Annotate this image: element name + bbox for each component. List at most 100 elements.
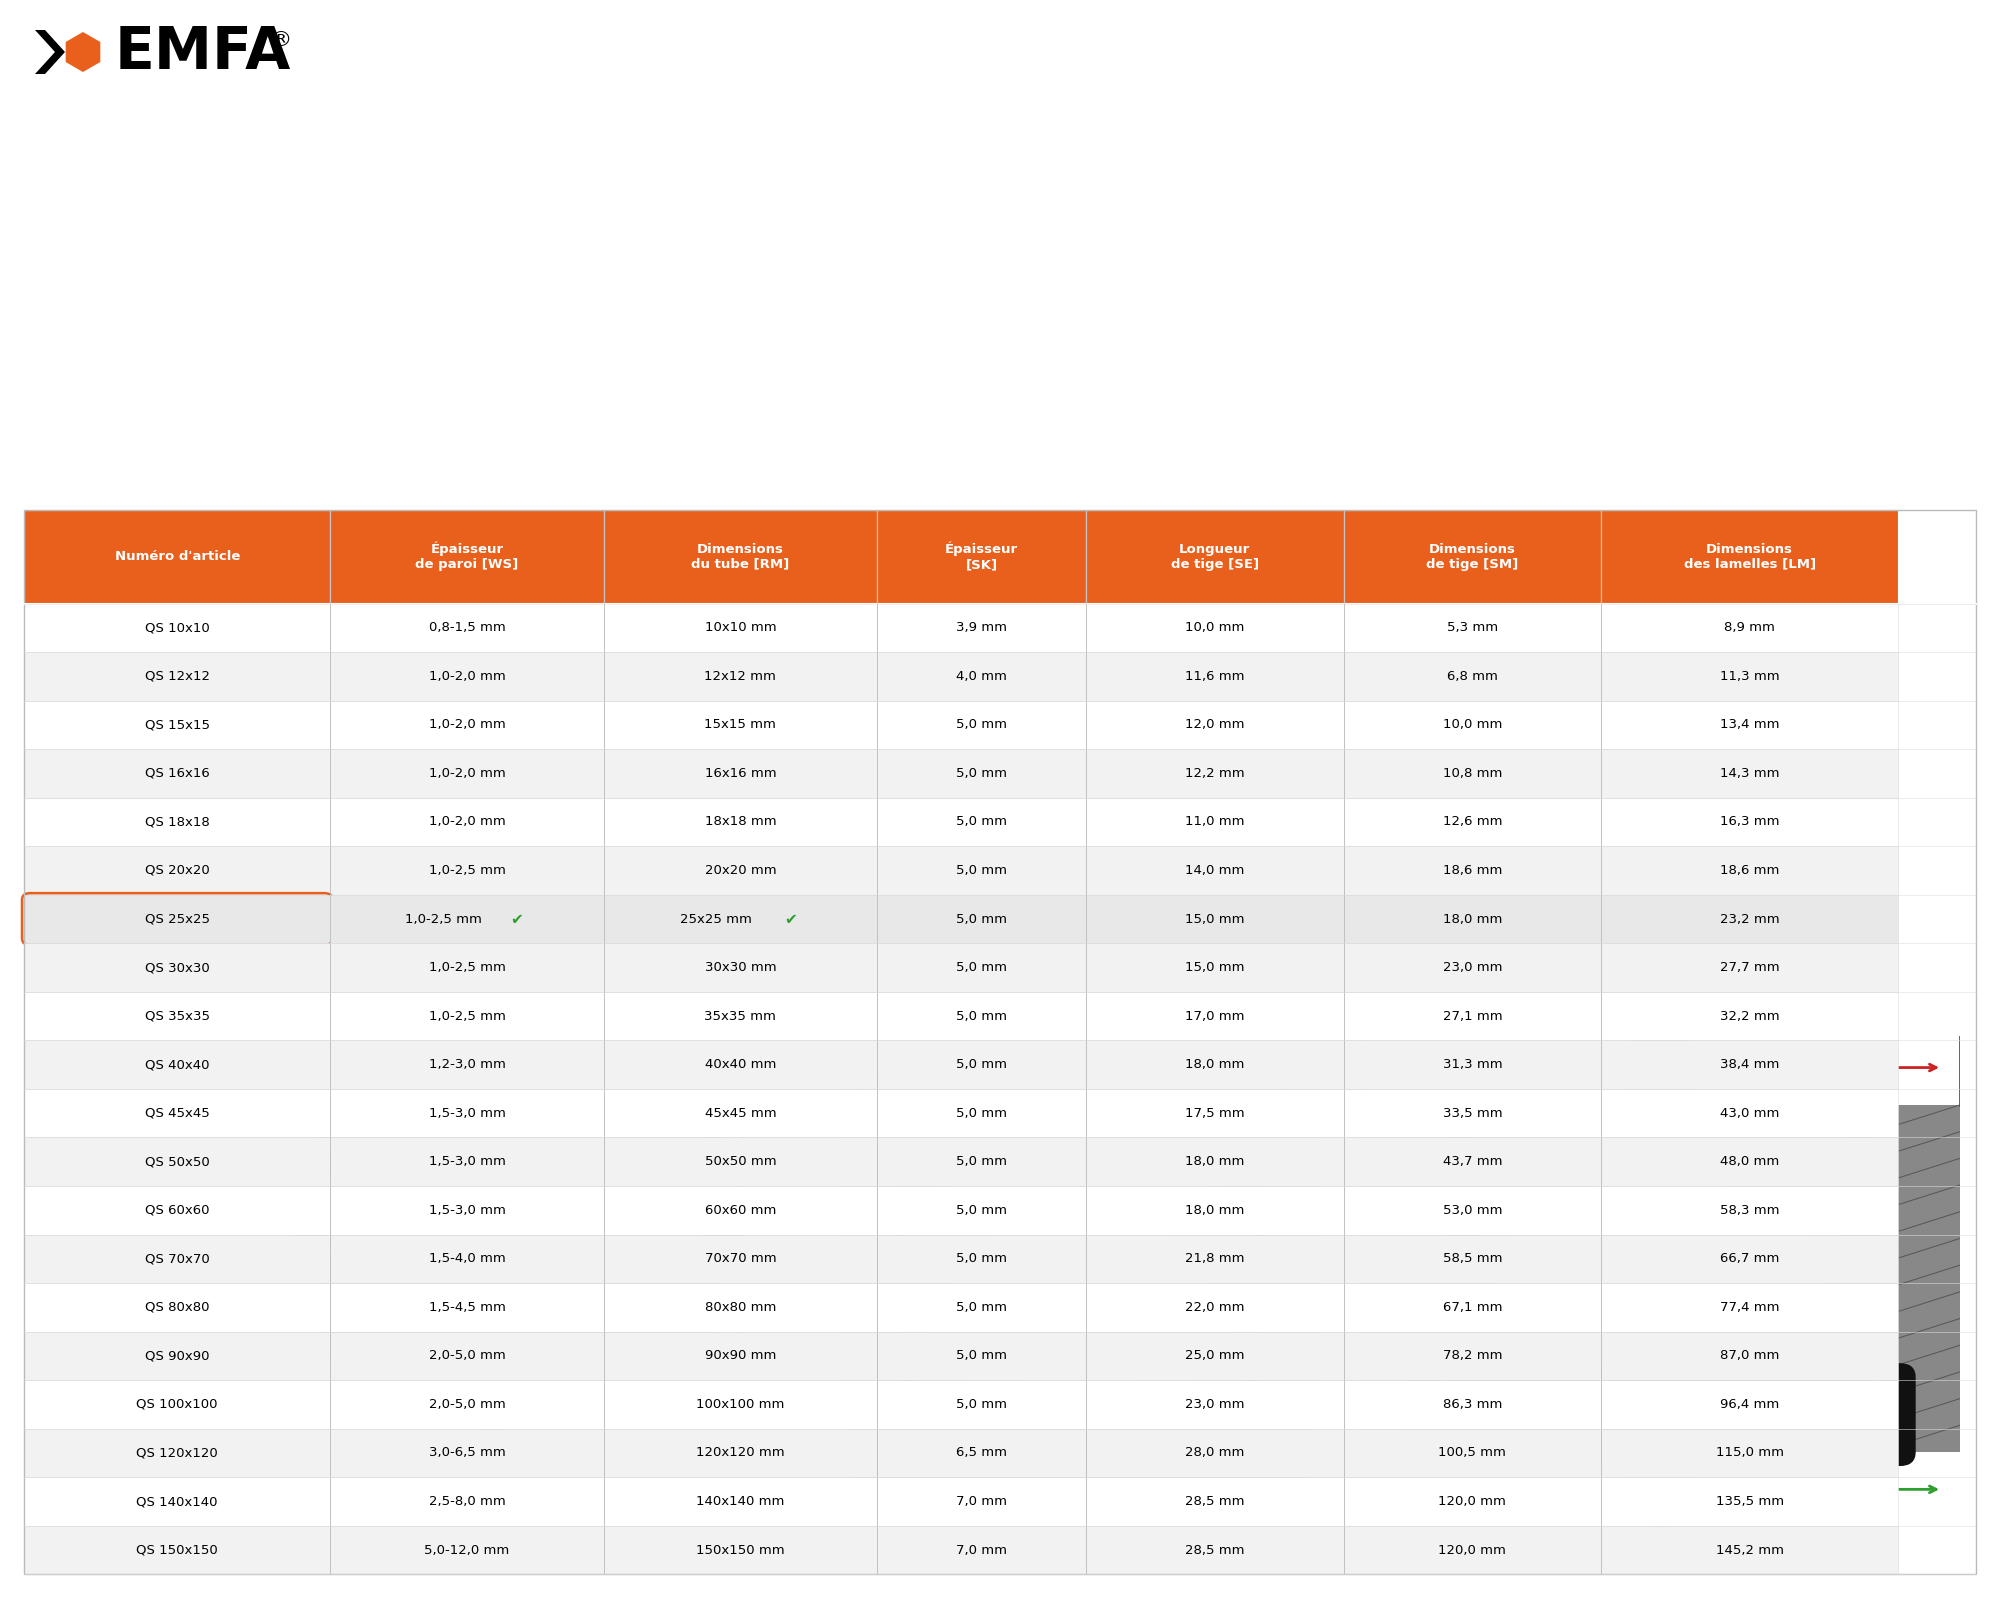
Polygon shape bbox=[898, 1176, 946, 1199]
Text: 80x80 mm: 80x80 mm bbox=[704, 1301, 776, 1314]
Bar bbox=[1724, 1137, 1736, 1377]
Text: ✗: ✗ bbox=[1652, 1058, 1668, 1078]
Text: 2,0-5,0 mm: 2,0-5,0 mm bbox=[428, 1398, 506, 1411]
Text: 100x100 mm: 100x100 mm bbox=[696, 1398, 784, 1411]
Text: 5,0 mm: 5,0 mm bbox=[956, 1301, 1006, 1314]
Polygon shape bbox=[1816, 1302, 1876, 1330]
Text: 17,5 mm: 17,5 mm bbox=[1184, 1107, 1244, 1120]
Text: SK: SK bbox=[756, 1309, 774, 1322]
Text: 48,0 mm: 48,0 mm bbox=[1720, 1155, 1780, 1168]
Text: 5,0 mm: 5,0 mm bbox=[956, 1204, 1006, 1217]
Text: 90x90 mm: 90x90 mm bbox=[704, 1349, 776, 1362]
Polygon shape bbox=[704, 1189, 788, 1209]
Text: 12,2 mm: 12,2 mm bbox=[1184, 767, 1244, 780]
Bar bbox=[1198, 1099, 1208, 1398]
Text: 140x140 mm: 140x140 mm bbox=[696, 1495, 784, 1508]
Polygon shape bbox=[1444, 1228, 1504, 1254]
Bar bbox=[1530, 1137, 1542, 1377]
Text: QS 120x120: QS 120x120 bbox=[136, 1446, 218, 1459]
Bar bbox=[1778, 1137, 1790, 1377]
Bar bbox=[1660, 1137, 1672, 1377]
Text: 14,3 mm: 14,3 mm bbox=[1720, 767, 1780, 780]
Bar bbox=[1844, 1137, 1856, 1377]
Bar bbox=[1542, 1137, 1554, 1377]
Text: EMFA: EMFA bbox=[116, 24, 292, 81]
Text: 3,9 mm: 3,9 mm bbox=[956, 621, 1006, 634]
Text: 5,0 mm: 5,0 mm bbox=[956, 1349, 1006, 1362]
Polygon shape bbox=[250, 1155, 332, 1175]
Bar bbox=[1108, 1099, 1118, 1398]
Text: 5,0 mm: 5,0 mm bbox=[956, 815, 1006, 828]
Text: 86,3 mm: 86,3 mm bbox=[1442, 1398, 1502, 1411]
Text: 1,5-3,0 mm: 1,5-3,0 mm bbox=[428, 1107, 506, 1120]
Bar bbox=[1162, 1099, 1172, 1398]
Text: 1,5-4,5 mm: 1,5-4,5 mm bbox=[428, 1301, 506, 1314]
Text: 31,3 mm: 31,3 mm bbox=[1442, 1058, 1502, 1071]
Bar bbox=[1216, 1099, 1226, 1398]
Bar bbox=[1062, 1099, 1072, 1398]
Text: 66,7 mm: 66,7 mm bbox=[1720, 1252, 1780, 1265]
Text: 4,0 mm: 4,0 mm bbox=[956, 670, 1006, 683]
Text: QS 15x15: QS 15x15 bbox=[144, 718, 210, 731]
Polygon shape bbox=[1444, 1191, 1504, 1217]
Bar bbox=[1116, 1099, 1126, 1398]
Text: QS 50x50: QS 50x50 bbox=[144, 1155, 210, 1168]
Text: 5,0 mm: 5,0 mm bbox=[956, 1252, 1006, 1265]
Text: 8,9 mm: 8,9 mm bbox=[1724, 621, 1776, 634]
Bar bbox=[1812, 1137, 1824, 1377]
Text: 96,4 mm: 96,4 mm bbox=[1720, 1398, 1780, 1411]
Text: 3,0-6,5 mm: 3,0-6,5 mm bbox=[428, 1446, 506, 1459]
Bar bbox=[1034, 1099, 1044, 1398]
Text: QS 60x60: QS 60x60 bbox=[144, 1204, 210, 1217]
Text: QS 25x25: QS 25x25 bbox=[144, 913, 210, 925]
Text: 7,0 mm: 7,0 mm bbox=[956, 1544, 1006, 1557]
Text: 14,0 mm: 14,0 mm bbox=[1186, 864, 1244, 877]
Bar bbox=[1008, 1099, 1018, 1398]
Polygon shape bbox=[898, 1139, 946, 1162]
Bar bbox=[1444, 1137, 1456, 1377]
Text: 15x15 mm: 15x15 mm bbox=[704, 718, 776, 731]
Bar bbox=[1596, 1137, 1608, 1377]
Bar bbox=[1492, 1207, 1828, 1356]
Text: 58,5 mm: 58,5 mm bbox=[1442, 1252, 1502, 1265]
Text: QS 140x140: QS 140x140 bbox=[136, 1495, 218, 1508]
FancyBboxPatch shape bbox=[320, 1277, 716, 1354]
Text: 40x40 mm: 40x40 mm bbox=[704, 1058, 776, 1071]
Text: 25x25 mm: 25x25 mm bbox=[680, 913, 752, 925]
Text: 21,8 mm: 21,8 mm bbox=[1184, 1252, 1244, 1265]
Polygon shape bbox=[898, 1251, 946, 1273]
Polygon shape bbox=[66, 32, 100, 71]
Polygon shape bbox=[1816, 1154, 1876, 1180]
Polygon shape bbox=[36, 31, 64, 74]
Bar bbox=[1736, 1137, 1748, 1377]
Text: 135,5 mm: 135,5 mm bbox=[1716, 1495, 1784, 1508]
Text: 18,0 mm: 18,0 mm bbox=[1186, 1204, 1244, 1217]
Text: 1,0-2,5 mm: 1,0-2,5 mm bbox=[428, 961, 506, 974]
Bar bbox=[1606, 1137, 1618, 1377]
Bar bbox=[924, 1099, 936, 1398]
Text: 1,0-2,5 mm: 1,0-2,5 mm bbox=[404, 913, 482, 925]
Text: 25,0 mm: 25,0 mm bbox=[1184, 1349, 1244, 1362]
Polygon shape bbox=[704, 1223, 788, 1243]
Polygon shape bbox=[704, 1121, 788, 1141]
Bar bbox=[1180, 1099, 1190, 1398]
Polygon shape bbox=[898, 1214, 946, 1236]
Text: SE: SE bbox=[756, 1202, 772, 1215]
Text: 5,0 mm: 5,0 mm bbox=[956, 1155, 1006, 1168]
Bar bbox=[1152, 1099, 1164, 1398]
Text: 5,0-12,0 mm: 5,0-12,0 mm bbox=[424, 1544, 510, 1557]
Text: 16,3 mm: 16,3 mm bbox=[1720, 815, 1780, 828]
Text: ✓: ✓ bbox=[1652, 1480, 1668, 1498]
Text: 23,0 mm: 23,0 mm bbox=[1184, 1398, 1244, 1411]
Bar bbox=[906, 1099, 916, 1398]
Text: QS 10x10: QS 10x10 bbox=[144, 621, 210, 634]
Text: Numéro d'article: Numéro d'article bbox=[114, 550, 240, 563]
Text: ®: ® bbox=[270, 31, 292, 50]
Bar bbox=[970, 1099, 980, 1398]
Bar bbox=[1126, 1099, 1136, 1398]
Polygon shape bbox=[1816, 1265, 1876, 1291]
Text: QS 16x16: QS 16x16 bbox=[144, 767, 210, 780]
Bar bbox=[1758, 1137, 1770, 1377]
Text: QS 20x20: QS 20x20 bbox=[144, 864, 210, 877]
Bar bbox=[952, 1099, 962, 1398]
